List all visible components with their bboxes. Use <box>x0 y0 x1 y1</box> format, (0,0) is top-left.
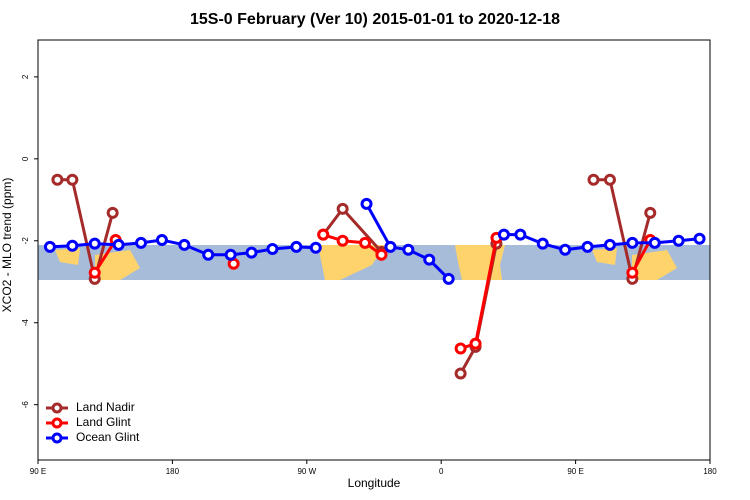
point <box>581 240 594 253</box>
point <box>402 243 415 256</box>
point <box>336 234 349 247</box>
point <box>644 206 657 219</box>
legend-label: Land Glint <box>76 415 131 429</box>
point <box>112 238 125 251</box>
point <box>514 228 527 241</box>
point <box>672 234 685 247</box>
point <box>384 240 397 253</box>
x-tick-label: 180 <box>703 467 717 476</box>
point <box>360 197 373 210</box>
point <box>135 236 148 249</box>
point <box>290 240 303 253</box>
point <box>178 238 191 251</box>
x-tick-label: 90 W <box>297 467 316 476</box>
point <box>497 228 510 241</box>
land <box>455 245 505 280</box>
y-tick-label: -2 <box>21 237 30 245</box>
point <box>626 236 639 249</box>
series-line <box>93 233 652 350</box>
point <box>559 243 572 256</box>
x-tick-label: 90 E <box>30 467 46 476</box>
point <box>454 342 467 355</box>
point <box>88 237 101 250</box>
legend-marker <box>51 417 63 429</box>
land <box>592 248 617 265</box>
y-axis-label: XCO2 - MLO trend (ppm) <box>0 178 14 313</box>
land <box>55 248 80 265</box>
y-tick-label: 2 <box>21 74 30 79</box>
point <box>245 246 258 259</box>
point <box>66 239 79 252</box>
point <box>359 236 372 249</box>
x-tick-label: 0 <box>439 467 444 476</box>
point <box>66 173 79 186</box>
point <box>603 173 616 186</box>
land <box>95 250 140 280</box>
point <box>536 237 549 250</box>
x-tick-label: 90 E <box>567 467 583 476</box>
point <box>442 272 455 285</box>
chart-title: 15S-0 February (Ver 10) 2015-01-01 to 20… <box>190 11 560 28</box>
point <box>375 248 388 261</box>
point <box>423 253 436 266</box>
point <box>51 173 64 186</box>
legend-marker <box>51 402 63 414</box>
point <box>454 367 467 380</box>
point <box>336 202 349 215</box>
legend-label: Ocean Glint <box>76 430 140 444</box>
y-tick-label: 0 <box>21 156 30 161</box>
point <box>603 238 616 251</box>
x-axis-label: Longitude <box>348 476 401 490</box>
point <box>693 232 706 245</box>
point <box>43 240 56 253</box>
point <box>648 236 661 249</box>
point <box>317 228 330 241</box>
point <box>469 337 482 350</box>
y-tick-label: -4 <box>21 319 30 327</box>
legend-marker <box>51 432 63 444</box>
y-tick-label: -6 <box>21 401 30 409</box>
point <box>266 242 279 255</box>
point <box>626 266 639 279</box>
point <box>88 266 101 279</box>
land <box>632 250 677 280</box>
point <box>106 206 119 219</box>
point <box>155 233 168 246</box>
point <box>224 248 237 261</box>
legend-label: Land Nadir <box>76 400 135 414</box>
point <box>202 248 215 261</box>
x-tick-label: 180 <box>166 467 180 476</box>
point <box>587 173 600 186</box>
plot-frame <box>37 39 711 461</box>
point <box>309 241 322 254</box>
land <box>318 245 385 280</box>
